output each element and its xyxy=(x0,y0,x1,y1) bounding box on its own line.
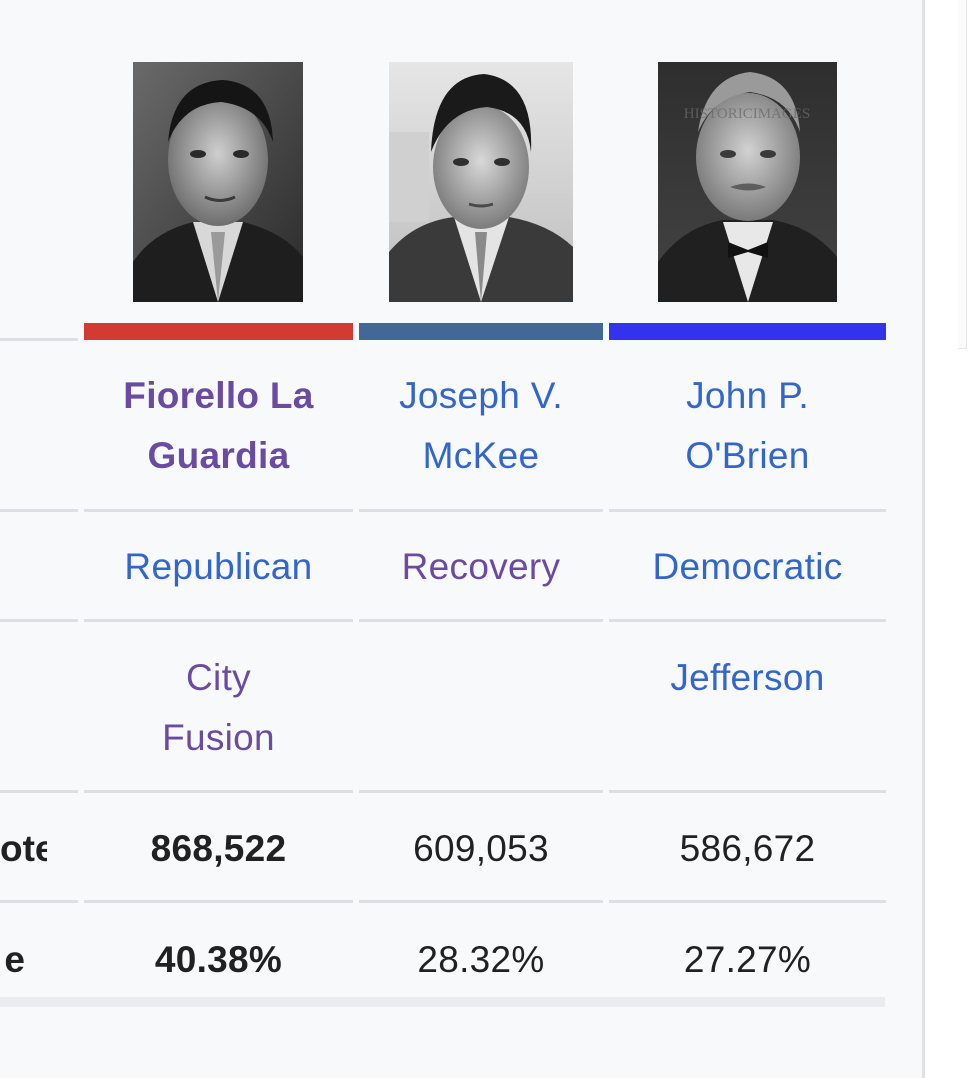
name-line: O'Brien xyxy=(685,435,810,476)
cell-divider xyxy=(359,619,603,622)
row-divider xyxy=(0,509,78,512)
candidate-name-mckee[interactable]: Joseph V. McKee xyxy=(359,366,603,486)
popular-vote-row-label: ote xyxy=(0,828,47,869)
infobox-border xyxy=(922,0,925,1078)
alliance-line: Fusion xyxy=(162,717,275,758)
cell-divider xyxy=(609,790,886,793)
name-line: Fiorello La xyxy=(123,375,314,416)
name-line: Joseph V. xyxy=(399,375,563,416)
john-obrien-photo[interactable]: HISTORICIMAGES xyxy=(658,62,837,302)
name-line: McKee xyxy=(422,435,540,476)
fiorello-la-guardia-photo[interactable] xyxy=(133,62,303,302)
cell-divider xyxy=(359,509,603,512)
recovery-color-bar xyxy=(359,323,603,340)
joseph-mckee-photo[interactable] xyxy=(389,62,573,302)
cell-divider xyxy=(84,509,353,512)
cell-divider xyxy=(359,900,603,903)
party-recovery-link[interactable]: Recovery xyxy=(401,546,561,587)
popular-vote-obrien: 586,672 xyxy=(679,828,816,869)
row-divider xyxy=(0,900,78,903)
cell-divider xyxy=(84,790,353,793)
row-divider xyxy=(0,619,78,622)
alliance-line: City xyxy=(186,657,251,698)
popular-vote-la-guardia: 868,522 xyxy=(150,828,287,869)
cell-divider xyxy=(609,509,886,512)
alliance-city-fusion-link[interactable]: City Fusion xyxy=(84,648,353,768)
percentage-row-label: e xyxy=(4,939,25,980)
cell-divider xyxy=(84,619,353,622)
watermark-text: HISTORICIMAGES xyxy=(684,106,810,122)
party-democratic-link[interactable]: Democratic xyxy=(652,546,843,587)
row-divider xyxy=(0,338,78,341)
republican-color-bar xyxy=(84,323,353,340)
popular-vote-mckee: 609,053 xyxy=(413,828,549,869)
alliance-jefferson-link[interactable]: Jefferson xyxy=(670,657,825,698)
row-divider xyxy=(0,790,78,793)
adjacent-element xyxy=(958,0,967,349)
candidate-name-obrien[interactable]: John P. O'Brien xyxy=(609,366,886,486)
party-republican-link[interactable]: Republican xyxy=(124,546,313,587)
democratic-color-bar xyxy=(609,323,886,340)
percentage-mckee: 28.32% xyxy=(417,939,545,980)
percentage-la-guardia: 40.38% xyxy=(154,939,283,980)
candidate-name-la-guardia[interactable]: Fiorello La Guardia xyxy=(84,366,353,486)
name-line: Guardia xyxy=(147,435,290,476)
page-margin xyxy=(925,0,974,1078)
cell-divider xyxy=(84,900,353,903)
table-bottom-border xyxy=(0,997,885,1007)
cell-divider xyxy=(609,900,886,903)
percentage-obrien: 27.27% xyxy=(683,939,812,980)
name-line: John P. xyxy=(686,375,809,416)
cell-divider xyxy=(609,619,886,622)
cell-divider xyxy=(359,790,603,793)
